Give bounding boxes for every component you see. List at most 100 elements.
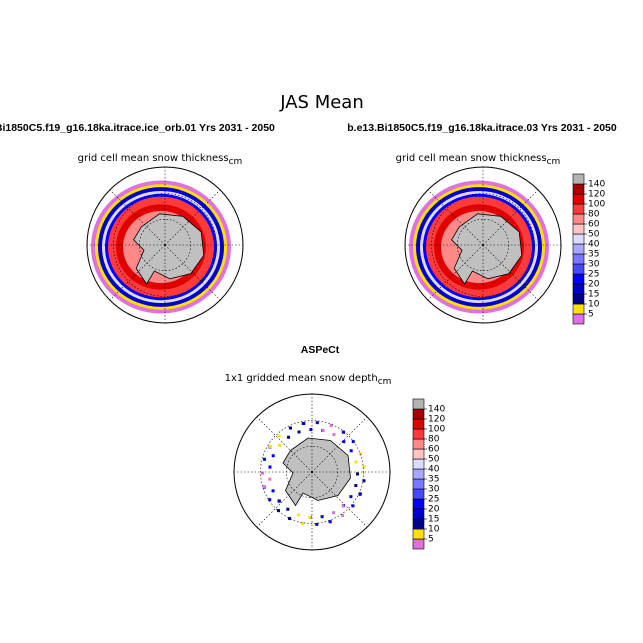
colorbar-box xyxy=(412,538,425,550)
observation xyxy=(271,489,275,493)
colorbar-box xyxy=(412,438,425,450)
units: cm xyxy=(547,157,561,167)
observation xyxy=(277,434,281,438)
observation xyxy=(354,484,358,488)
observation xyxy=(297,430,301,434)
units: cm xyxy=(378,377,392,387)
colorbar-box xyxy=(572,213,585,225)
colorbar-label: 140 xyxy=(588,180,605,190)
observation xyxy=(268,477,272,481)
colorbar-box xyxy=(412,478,425,490)
meridian xyxy=(311,416,368,473)
panel-title: b.e13.Bi1850C5.f19_g16.18ka.itrace.03 Yr… xyxy=(347,122,617,134)
colorbar-box xyxy=(572,203,585,215)
observation xyxy=(362,465,366,469)
colorbar-label: 15 xyxy=(428,515,439,525)
colorbar-label: 120 xyxy=(428,415,445,425)
colorbar-label: 120 xyxy=(588,190,605,200)
parallel xyxy=(431,193,535,297)
colorbar-label: 20 xyxy=(428,505,440,515)
observation xyxy=(341,513,345,517)
observation xyxy=(309,428,313,432)
continent xyxy=(133,213,205,285)
colorbar-box xyxy=(412,448,425,460)
meridian xyxy=(109,189,166,246)
colorbar-label: 140 xyxy=(428,405,445,415)
parallel xyxy=(113,193,217,297)
main-title: JAS Mean xyxy=(279,92,364,113)
map-border xyxy=(404,166,562,324)
observation xyxy=(332,433,336,437)
colorbar-label: 50 xyxy=(428,455,440,465)
panel-title: ASPeCt xyxy=(301,344,340,356)
parallel xyxy=(456,218,510,272)
parallel xyxy=(260,420,364,524)
meridian xyxy=(427,244,484,301)
colorbar-label: 25 xyxy=(428,495,439,505)
observation xyxy=(354,460,358,464)
meridian xyxy=(482,244,539,301)
colorbar-label: 5 xyxy=(428,535,434,545)
colorbar-box xyxy=(572,303,585,315)
observation xyxy=(288,426,292,430)
colorbar-label: 40 xyxy=(588,240,600,250)
observation xyxy=(302,421,306,425)
meridian xyxy=(427,189,484,246)
meridian xyxy=(164,189,221,246)
colorbar-label: 100 xyxy=(428,425,445,435)
panel-subtitle: 1x1 gridded mean snow depthcm xyxy=(225,373,392,387)
observation xyxy=(277,499,281,503)
observation xyxy=(321,429,325,433)
colorbar-box xyxy=(412,468,425,480)
observation xyxy=(268,444,272,448)
colorbar-box xyxy=(572,273,585,285)
observation xyxy=(287,435,291,439)
observation xyxy=(332,511,336,515)
colorbar-label: 60 xyxy=(428,445,440,455)
observation xyxy=(349,449,353,453)
colorbar-box xyxy=(572,313,585,325)
observation xyxy=(315,522,319,526)
subtitle-text: 1x1 gridded mean snow depth xyxy=(225,373,378,384)
colorbar-label: 50 xyxy=(588,230,600,240)
colorbar-box xyxy=(572,173,585,185)
observation xyxy=(341,430,345,434)
colorbar-label: 35 xyxy=(588,250,599,260)
units: cm xyxy=(229,157,243,167)
colorbar-box xyxy=(412,508,425,520)
colorbar-label: 30 xyxy=(428,485,440,495)
observation xyxy=(358,452,362,456)
colorbar-label: 35 xyxy=(428,475,439,485)
colorbar-box xyxy=(412,518,425,530)
meridian xyxy=(109,244,166,301)
colorbar-box xyxy=(572,293,585,305)
colorbar-box xyxy=(572,283,585,295)
colorbar-label: 40 xyxy=(428,465,440,475)
meridian xyxy=(256,471,313,528)
observation xyxy=(349,495,353,499)
observation xyxy=(320,515,324,519)
colorbar-box xyxy=(572,233,585,245)
observation xyxy=(263,457,267,461)
observation xyxy=(301,521,305,525)
map xyxy=(86,166,244,324)
colorbar-box xyxy=(572,263,585,275)
observation xyxy=(342,440,346,444)
colorbar-label: 5 xyxy=(588,310,594,320)
panel-subtitle: grid cell mean snow thicknesscm xyxy=(78,153,243,167)
colorbar-label: 30 xyxy=(588,260,600,270)
colorbar-box xyxy=(572,243,585,255)
colorbar-box xyxy=(412,488,425,500)
parallel xyxy=(138,218,192,272)
parallel xyxy=(285,445,339,499)
meridian xyxy=(311,471,368,528)
colorbar-label: 15 xyxy=(588,290,599,300)
observation xyxy=(328,520,332,524)
observation xyxy=(355,472,359,476)
observation xyxy=(308,515,312,519)
colorbar-box xyxy=(412,408,425,420)
colorbar-label: 80 xyxy=(588,210,600,220)
observation xyxy=(351,440,355,444)
colorbar-label: 10 xyxy=(428,525,440,535)
observation xyxy=(286,507,290,511)
